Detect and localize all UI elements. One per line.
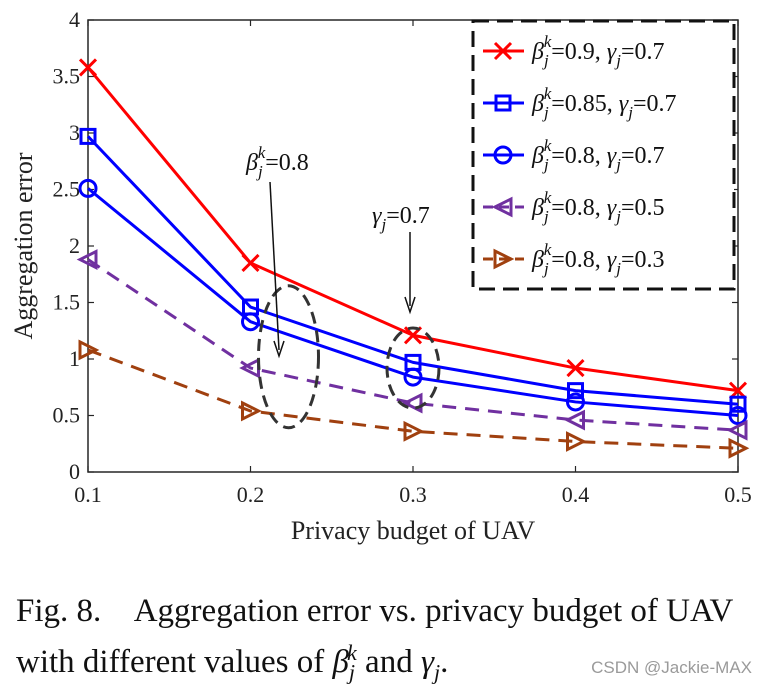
series-3-point: [78, 178, 98, 198]
y-tick-label: 3.5: [53, 64, 81, 89]
series-4-point: [564, 409, 585, 431]
legend-beta-value: 0.8: [565, 247, 595, 273]
y-tick-label: 2.5: [53, 177, 81, 202]
legend-beta-value: 0.8: [565, 195, 595, 221]
series-1-point: [78, 58, 98, 77]
series-5-point: [78, 339, 100, 361]
legend-marker-2: [494, 94, 512, 112]
x-tick-label: 0.4: [562, 482, 590, 507]
legend-entry-2: βjk=0.85, γj=0.7: [483, 84, 677, 122]
caption-beta-symbol: βjk: [332, 640, 357, 685]
legend-beta-value: 0.8: [565, 143, 595, 169]
watermark: CSDN @Jackie-MAX: [591, 658, 752, 677]
series-3-line: [87, 187, 739, 417]
series-1-point: [241, 253, 260, 273]
legend-entry-4: βjk=0.8, γj=0.5: [483, 188, 665, 226]
legend-gamma-value: 0.3: [635, 247, 665, 273]
x-tick-label: 0.5: [724, 482, 752, 507]
legend-marker-3: [493, 145, 513, 165]
series-4-point: [76, 249, 98, 270]
series-3: [78, 178, 748, 425]
y-tick-label: 0: [69, 459, 80, 484]
series-3-point: [566, 392, 585, 412]
legend-box: [471, 19, 736, 291]
annotation-gamma-label: γj=0.7: [372, 203, 430, 234]
legend-entry-5: βjk=0.8, γj=0.3: [483, 240, 665, 278]
legend-label-5: βjk=0.8, γj=0.3: [531, 240, 665, 278]
series-5: [78, 339, 750, 459]
legend-entry-3: βjk=0.8, γj=0.7: [483, 136, 665, 174]
annotation-arrowhead-gamma: [404, 296, 416, 315]
series-4-line: [87, 258, 739, 432]
caption-label: Fig. 8.: [16, 593, 102, 629]
series-1: [78, 58, 748, 400]
series-3-point: [728, 406, 748, 425]
legend-gamma-value: 0.5: [635, 195, 665, 221]
y-tick-label: 3: [69, 120, 80, 145]
legend-label-2: βjk=0.85, γj=0.7: [531, 84, 677, 122]
annotation-arrowhead-beta: [273, 340, 285, 359]
series-2-line: [86, 135, 739, 406]
highlight-ellipse-beta: [257, 284, 320, 430]
legend-gamma-value: 0.7: [635, 39, 665, 65]
highlight-ellipse-gamma: [385, 326, 441, 410]
y-tick-label: 1.5: [53, 290, 81, 315]
series-5-line: [87, 348, 739, 450]
y-tick-label: 2: [69, 233, 80, 258]
legend-label-1: βjk=0.9, γj=0.7: [531, 32, 665, 70]
x-tick-label: 0.1: [74, 482, 102, 507]
legend-beta-value: 0.9: [565, 39, 595, 65]
legend-entry-1: βjk=0.9, γj=0.7: [483, 32, 665, 70]
series-2-point: [729, 395, 747, 413]
annotation-arrow-beta: [269, 181, 280, 351]
series-2-point: [567, 382, 584, 400]
series-1-point: [566, 358, 585, 378]
series-5-point: [403, 420, 425, 442]
series-3-point: [403, 367, 423, 387]
series-3-point: [241, 312, 260, 332]
series-5-point: [566, 431, 587, 452]
annotation-beta-value: 0.8: [279, 150, 309, 176]
legend-marker-4: [491, 196, 513, 218]
x-tick-label: 0.2: [237, 482, 265, 507]
y-tick-label: 1: [69, 346, 80, 371]
legend-marker-5: [493, 248, 515, 270]
x-axis-label: Privacy budget of UAV: [291, 516, 536, 545]
x-tick-label: 0.3: [399, 482, 427, 507]
legend-label-3: βjk=0.8, γj=0.7: [531, 136, 665, 174]
legend-label-4: βjk=0.8, γj=0.5: [531, 188, 665, 226]
y-tick-label: 0.5: [53, 403, 81, 428]
annotation-gamma-value: 0.7: [400, 203, 430, 229]
figure-caption: Fig. 8. Aggregation error vs. privacy bu…: [16, 593, 733, 685]
legend-beta-value: 0.85: [565, 91, 607, 117]
aggregation-error-chart: 0.1 0.2 0.3 0.4 0.5 0 0.5 1 1.5 2 2.5 3 3.5 4 βjk=0.8…: [9, 7, 752, 545]
series-2-point: [79, 127, 97, 145]
caption-gamma-symbol: γj: [420, 644, 441, 685]
legend-marker-1: [493, 41, 513, 61]
series-4-point: [401, 392, 423, 414]
legend-gamma-value: 0.7: [647, 91, 677, 117]
y-tick-label: 4: [69, 7, 80, 32]
series-4-point: [726, 419, 748, 441]
caption-and: and: [365, 644, 413, 680]
legend-gamma-value: 0.7: [635, 143, 665, 169]
series-5-point: [728, 437, 750, 459]
annotation-beta-label: βjk=0.8: [245, 143, 309, 181]
caption-text: Aggregation error vs. privacy budget of …: [16, 593, 733, 680]
series-5-point: [241, 400, 262, 422]
y-axis-label: Aggregation error: [9, 152, 38, 339]
